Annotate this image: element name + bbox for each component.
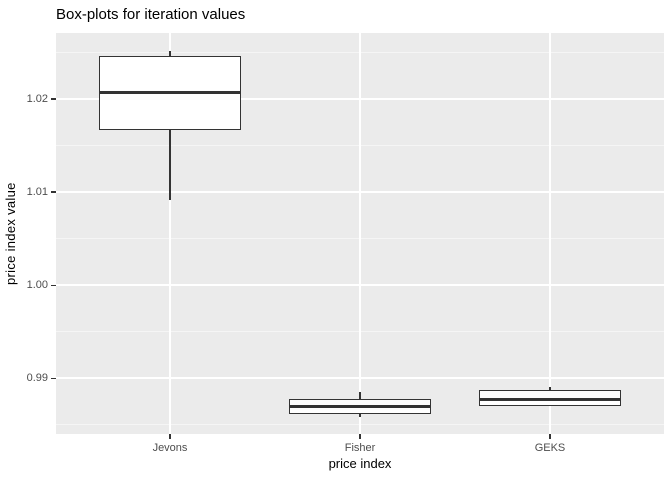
vertical-gridline <box>549 33 551 434</box>
x-axis-title: price index <box>328 456 392 471</box>
x-tick-mark <box>549 434 551 439</box>
y-tick-mark <box>51 98 56 100</box>
x-tick-mark <box>169 434 171 439</box>
x-tick-label: Fisher <box>344 442 376 454</box>
boxplot-fisher-median <box>288 404 432 408</box>
boxplot-geks-upper-whisker <box>549 387 551 391</box>
boxplot-geks-median <box>478 398 622 402</box>
y-tick-label: 1.00 <box>26 279 48 292</box>
y-tick-mark <box>51 284 56 286</box>
y-tick-label: 1.01 <box>26 186 48 199</box>
y-tick-mark <box>51 191 56 193</box>
y-tick-label: 0.99 <box>26 372 48 385</box>
y-tick-mark <box>51 377 56 379</box>
boxplot-jevons-lower-whisker <box>169 129 171 201</box>
chart-title: Box-plots for iteration values <box>56 6 246 23</box>
x-tick-mark <box>359 434 361 439</box>
x-tick-label: Jevons <box>152 442 188 454</box>
x-tick-label: GEKS <box>534 442 566 454</box>
boxplot-jevons-upper-whisker <box>169 50 171 57</box>
boxplot-fisher-upper-whisker <box>359 392 361 399</box>
boxplot-fisher-lower-whisker <box>359 413 361 418</box>
vertical-gridline <box>359 33 361 434</box>
y-tick-label: 1.02 <box>26 93 48 106</box>
vertical-gridline <box>169 33 171 434</box>
boxplot-jevons-median <box>98 91 242 95</box>
